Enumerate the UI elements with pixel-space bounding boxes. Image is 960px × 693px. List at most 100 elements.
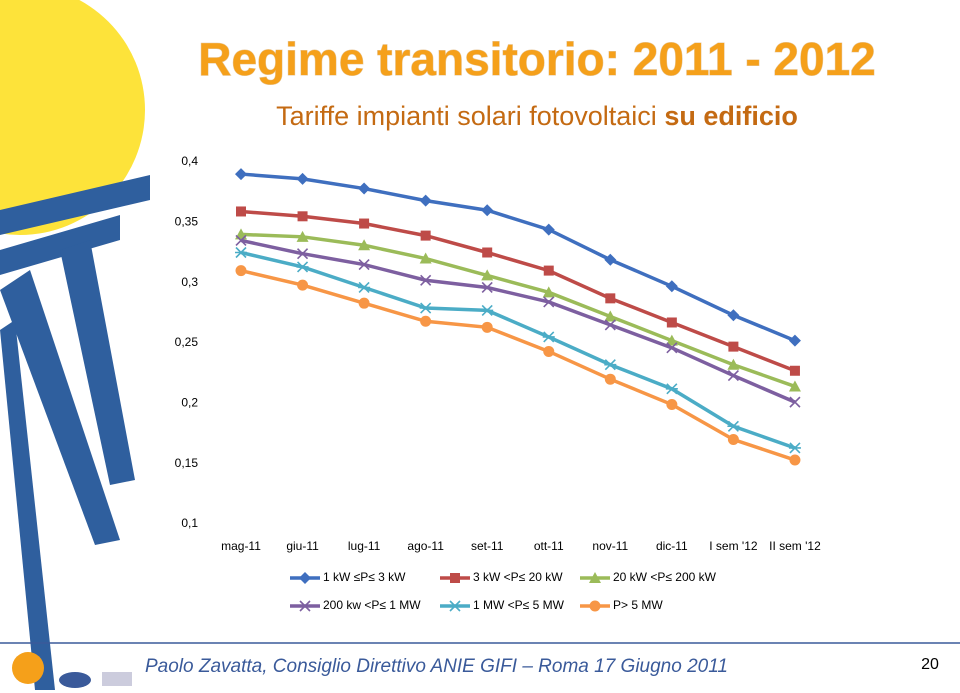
marker: [604, 310, 617, 322]
marker: [358, 297, 370, 309]
marker: [789, 365, 800, 376]
legend-label: 1 kW ≤P≤ 3 kW: [323, 570, 406, 584]
marker: [542, 286, 555, 298]
marker: [666, 399, 678, 411]
deco-bar: [0, 270, 120, 545]
y-tick-label: 0,15: [175, 456, 199, 470]
series-line: [240, 172, 796, 343]
marker: [420, 315, 432, 327]
marker: [665, 280, 678, 293]
legend-label: 200 kw <P≤ 1 MW: [323, 598, 421, 612]
legend-label: P> 5 MW: [613, 598, 663, 612]
marker: [542, 223, 555, 236]
marker: [419, 252, 432, 264]
series-line: [240, 268, 796, 462]
series-line: [240, 250, 796, 450]
marker: [449, 600, 461, 612]
marker: [481, 269, 494, 281]
marker: [789, 396, 801, 408]
marker: [358, 239, 371, 251]
marker: [789, 454, 801, 466]
marker: [543, 296, 555, 308]
marker: [727, 370, 739, 382]
marker: [604, 319, 616, 331]
marker: [604, 253, 617, 266]
footer: Paolo Zavatta, Consiglio Direttivo ANIE …: [145, 656, 728, 677]
legend-label: 3 kW <P≤ 20 kW: [473, 570, 563, 584]
x-tick-label: lug-11: [348, 539, 381, 553]
marker: [299, 572, 311, 584]
page-number: 20: [921, 656, 939, 673]
legend-label: 20 kW <P≤ 200 kW: [613, 570, 717, 584]
logo: [12, 652, 44, 684]
marker: [481, 321, 493, 333]
marker: [297, 279, 309, 291]
marker: [420, 274, 432, 286]
marker: [481, 281, 493, 294]
marker: [727, 434, 739, 446]
marker: [358, 182, 371, 195]
marker: [604, 359, 617, 371]
marker: [419, 302, 432, 314]
deco-sun: [0, 0, 145, 235]
marker: [236, 206, 246, 217]
series-line: [240, 238, 796, 404]
marker: [543, 345, 555, 357]
y-tick-label: 0,2: [181, 396, 198, 410]
marker: [297, 211, 308, 222]
marker: [542, 331, 555, 343]
marker: [235, 168, 247, 181]
marker: [728, 341, 739, 352]
x-tick-label: ott-11: [534, 539, 564, 553]
x-tick-label: ago-11: [407, 539, 444, 553]
x-tick-label: I sem '12: [709, 539, 758, 553]
marker: [235, 265, 247, 277]
marker: [450, 573, 460, 583]
x-tick-label: II sem '12: [769, 539, 821, 553]
subtitle-bold: su edificio: [664, 101, 798, 131]
y-tick-label: 0,25: [175, 335, 199, 349]
logo: [59, 672, 91, 688]
subtitle-text: Tariffe impianti solari fotovoltaici: [276, 101, 657, 131]
marker: [420, 230, 431, 241]
x-tick-label: nov-11: [592, 539, 628, 553]
marker: [589, 572, 601, 583]
title: Regime transitorio: 2011 - 2012: [198, 33, 876, 85]
marker: [589, 600, 601, 612]
marker: [604, 373, 616, 385]
marker: [296, 261, 309, 273]
marker: [296, 248, 309, 260]
marker: [727, 420, 740, 432]
marker: [482, 247, 493, 258]
marker: [358, 281, 371, 294]
y-tick-label: 0,1: [181, 516, 198, 530]
marker: [296, 172, 309, 185]
deco-bar: [60, 240, 135, 485]
deco-bar: [0, 320, 55, 690]
series-line: [240, 209, 796, 373]
y-tick-label: 0,4: [181, 154, 198, 168]
marker: [235, 234, 247, 246]
series-line: [240, 232, 796, 389]
marker: [665, 334, 678, 346]
deco-bar: [0, 215, 120, 275]
marker: [296, 230, 309, 242]
marker: [605, 293, 616, 304]
marker: [481, 204, 494, 217]
marker: [543, 265, 554, 276]
marker: [299, 600, 311, 612]
marker: [727, 358, 740, 370]
marker: [666, 342, 678, 354]
x-tick-label: mag-11: [221, 539, 261, 553]
subtitle: Tariffe impianti solari fotovoltaici su …: [276, 101, 798, 131]
marker: [788, 442, 801, 454]
deco-bar: [0, 175, 150, 235]
legend-label: 1 MW <P≤ 5 MW: [473, 598, 565, 612]
marker: [358, 259, 370, 271]
marker: [235, 246, 247, 259]
marker: [665, 383, 678, 395]
marker: [419, 194, 432, 207]
y-tick-label: 0,35: [175, 215, 199, 229]
logo: [102, 672, 132, 686]
